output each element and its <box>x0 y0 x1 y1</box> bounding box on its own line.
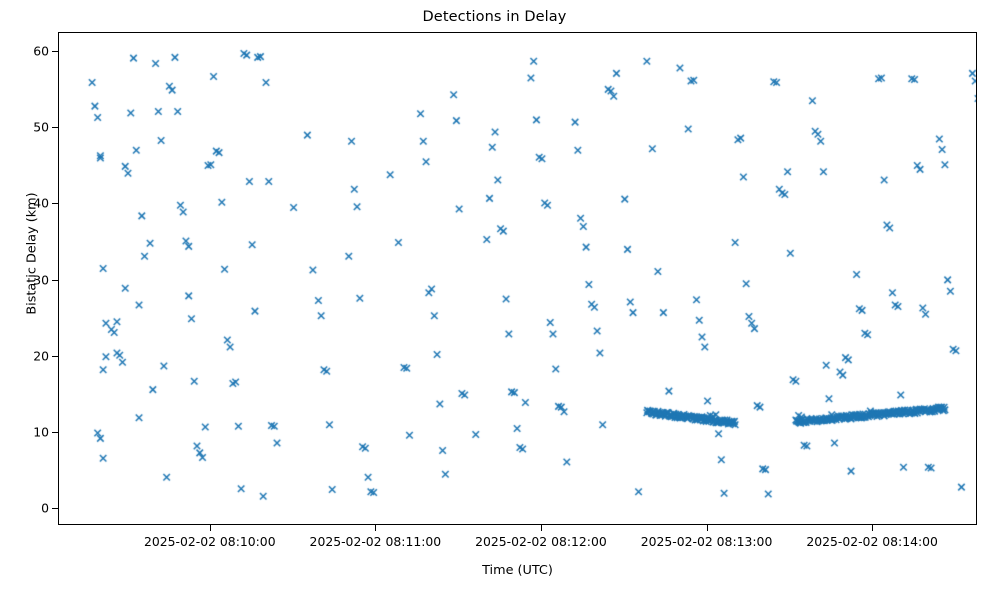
y-tick-mark <box>52 508 58 510</box>
x-tick-mark <box>375 525 377 531</box>
y-tick-label: 60 <box>33 43 49 59</box>
scatter-plot-canvas <box>59 33 976 524</box>
plot-area <box>58 32 977 525</box>
y-tick-mark <box>52 432 58 434</box>
chart-title: Detections in Delay <box>422 9 567 25</box>
y-tick-mark <box>52 127 58 129</box>
x-tick-label: 2025-02-02 08:11:00 <box>309 534 442 549</box>
x-tick-label: 2025-02-02 08:12:00 <box>475 534 607 549</box>
y-tick-label: 40 <box>33 195 49 211</box>
y-tick-mark <box>52 203 58 205</box>
x-axis-label: Time (UTC) <box>482 563 553 578</box>
y-tick-label: 0 <box>41 500 49 516</box>
x-tick-mark <box>706 525 708 531</box>
y-axis-tick-labels: 0 10 20 30 40 50 60 <box>0 32 49 525</box>
x-tick-mark <box>209 525 211 531</box>
y-tick-label: 20 <box>33 348 49 364</box>
y-tick-mark <box>52 51 58 53</box>
x-tick-label: 2025-02-02 08:14:00 <box>806 534 938 549</box>
x-tick-mark <box>872 525 874 531</box>
y-tick-label: 30 <box>33 272 49 288</box>
x-axis-tick-marks <box>58 525 977 533</box>
x-tick-label: 2025-02-02 08:13:00 <box>640 534 773 549</box>
x-axis-tick-labels: 2025-02-02 08:10:00 2025-02-02 08:11:00 20… <box>58 525 977 555</box>
y-tick-mark <box>52 355 58 357</box>
y-tick-label: 50 <box>33 119 49 135</box>
y-tick-label: 10 <box>33 424 49 440</box>
y-axis-tick-marks <box>0 32 58 525</box>
y-tick-mark <box>52 279 58 281</box>
x-tick-label: 2025-02-02 08:10:00 <box>143 534 276 549</box>
x-tick-mark <box>540 525 542 531</box>
